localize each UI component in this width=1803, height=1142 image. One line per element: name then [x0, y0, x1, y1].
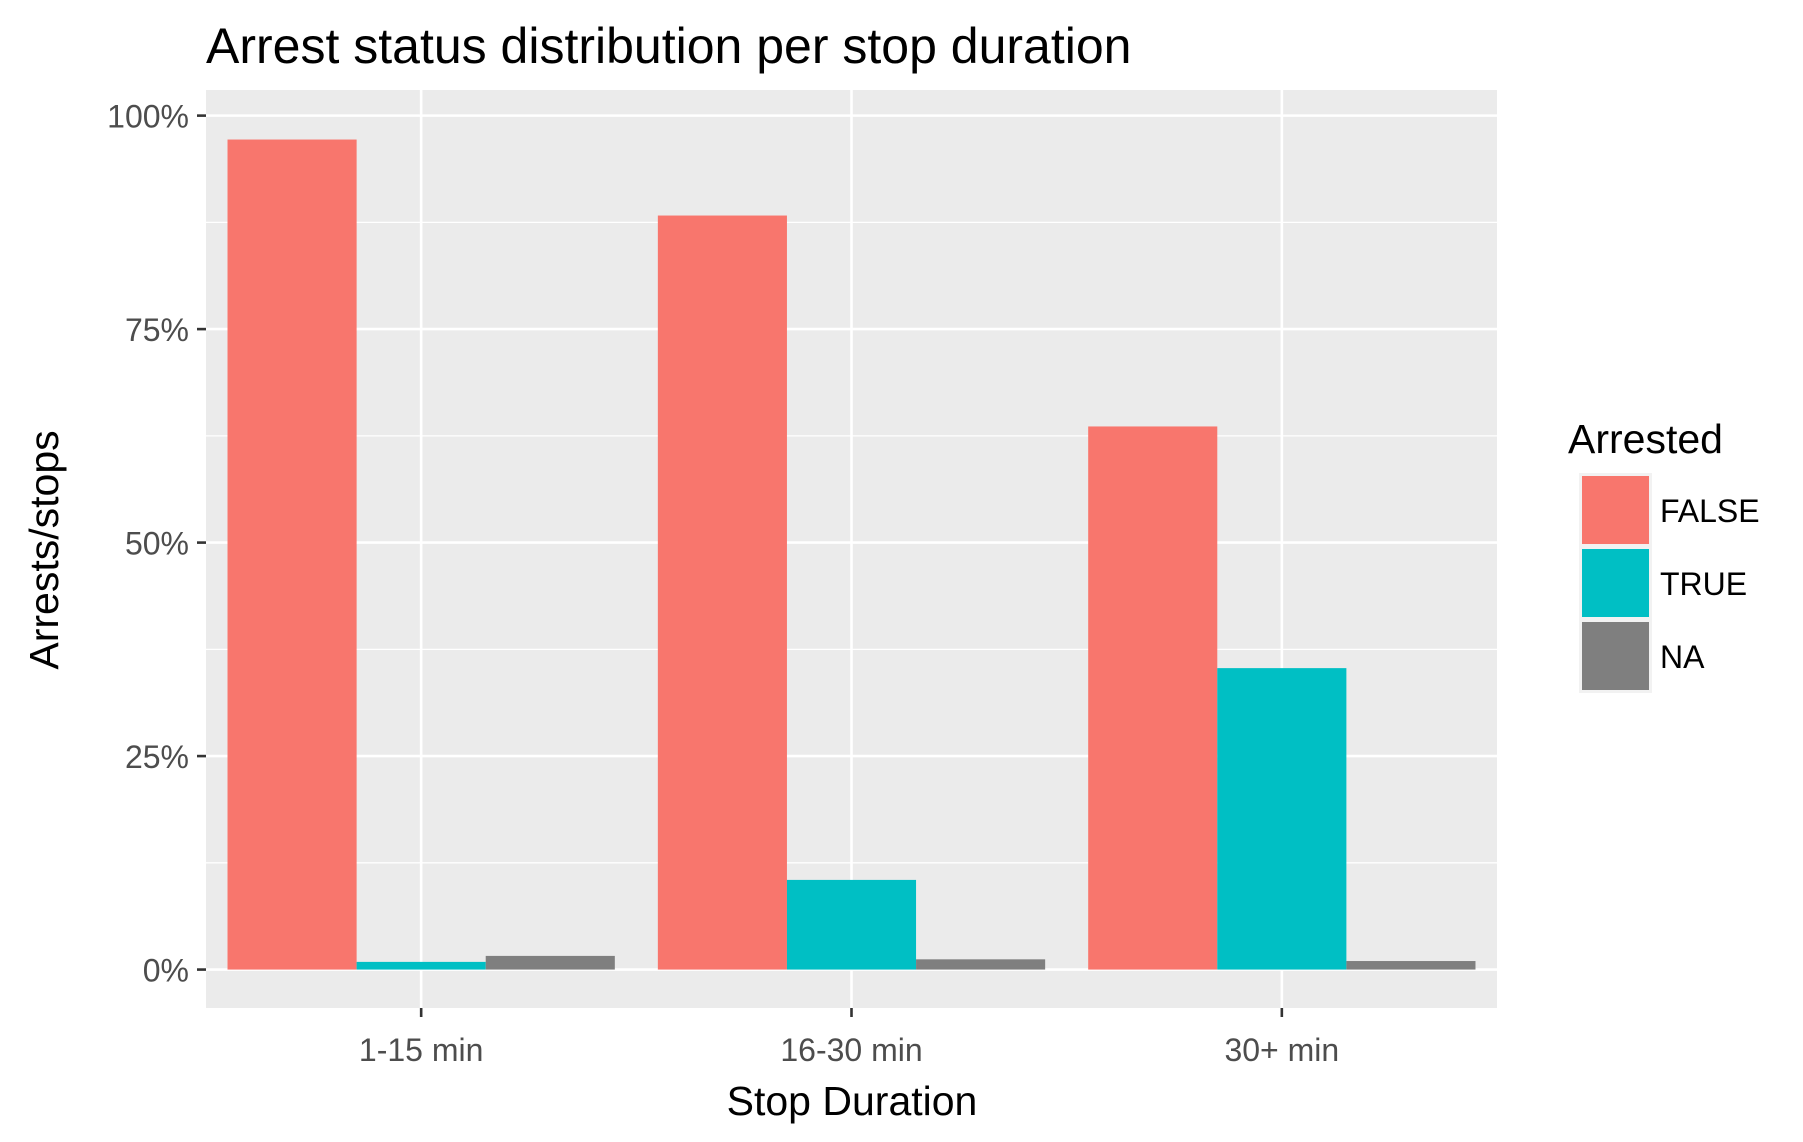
bar-true-2 — [786, 879, 917, 970]
legend: Arrested FALSE TRUE NA — [1568, 416, 1760, 693]
bar-true-1 — [356, 961, 486, 970]
legend-swatch-na — [1582, 622, 1649, 690]
x-axis-title: Stop Duration — [727, 1078, 978, 1124]
bars-group — [227, 139, 1476, 970]
legend-title: Arrested — [1568, 416, 1723, 462]
y-tick-label: 0% — [143, 953, 189, 989]
bar-false-2 — [657, 215, 787, 970]
y-tick-label: 50% — [125, 526, 189, 562]
x-tick-label: 1-15 min — [359, 1032, 484, 1068]
y-axis-title: Arrests/stops — [21, 430, 67, 669]
legend-label-na: NA — [1660, 639, 1705, 675]
y-axis: 0% 25% 50% 75% 100% — [107, 99, 206, 989]
legend-label-false: FALSE — [1660, 493, 1760, 529]
y-tick-label: 25% — [125, 739, 189, 775]
bar-na-2 — [916, 959, 1046, 970]
bar-false-3 — [1088, 426, 1218, 970]
major-gridlines — [206, 90, 1497, 1008]
y-tick-label: 100% — [107, 99, 189, 135]
y-tick-label: 75% — [125, 312, 189, 348]
legend-label-true: TRUE — [1660, 566, 1747, 602]
x-tick-label: 30+ min — [1224, 1032, 1339, 1068]
x-tick-label: 16-30 min — [780, 1032, 922, 1068]
bar-false-1 — [227, 139, 357, 970]
x-axis: 1-15 min 16-30 min 30+ min — [359, 1008, 1339, 1068]
chart-title: Arrest status distribution per stop dura… — [206, 18, 1131, 74]
bar-na-3 — [1346, 961, 1476, 970]
bar-true-3 — [1217, 668, 1347, 970]
legend-swatch-false — [1582, 476, 1649, 544]
legend-swatch-true — [1582, 549, 1649, 617]
bar-na-1 — [485, 955, 615, 970]
